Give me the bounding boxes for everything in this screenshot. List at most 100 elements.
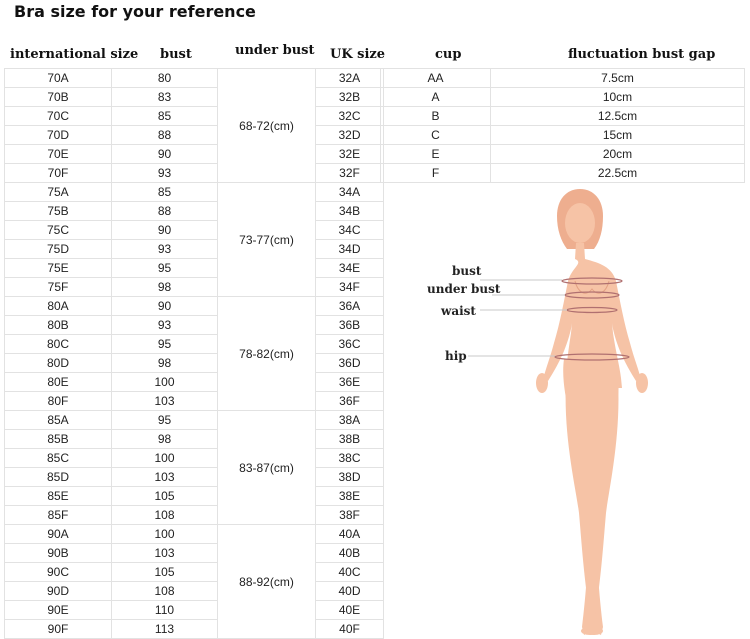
label-under-bust: under bust xyxy=(427,282,501,296)
international-size-cell: 80E xyxy=(4,372,112,392)
bust-cell: 98 xyxy=(111,429,218,449)
bust-gap-cell: 10cm xyxy=(490,87,745,107)
under-bust-cell: 78-82(cm) xyxy=(217,296,316,411)
bust-gap-cell: 20cm xyxy=(490,144,745,164)
table-row: 70F 93 32F xyxy=(4,163,384,183)
international-size-cell: 80B xyxy=(4,315,112,335)
cup-cell: A xyxy=(380,87,491,107)
uk-size-cell: 36C xyxy=(315,334,384,354)
bust-gap-cell: 22.5cm xyxy=(490,163,745,183)
uk-size-cell: 36B xyxy=(315,315,384,335)
header-uk-size: UK size xyxy=(330,47,386,62)
bust-cell: 100 xyxy=(111,524,218,544)
uk-size-cell: 34A xyxy=(315,182,384,202)
international-size-cell: 75B xyxy=(4,201,112,221)
international-size-cell: 70B xyxy=(4,87,112,107)
bust-cell: 93 xyxy=(111,163,218,183)
uk-size-cell: 38B xyxy=(315,429,384,449)
table-row: 70A 80 68-72(cm) 32A xyxy=(4,68,384,183)
international-size-cell: 85A xyxy=(4,410,112,430)
header-under-bust: under bust xyxy=(235,43,315,58)
bust-cell: 105 xyxy=(111,486,218,506)
table-row: 75C 90 34C xyxy=(4,220,384,240)
international-size-cell: 90A xyxy=(4,524,112,544)
table-row: 90C 105 40C xyxy=(4,562,384,582)
uk-size-cell: 34F xyxy=(315,277,384,297)
bust-cell: 103 xyxy=(111,467,218,487)
cup-row: E 20cm xyxy=(380,144,745,164)
bust-gap-cell: 12.5cm xyxy=(490,106,745,126)
uk-size-cell: 32A xyxy=(315,68,384,88)
uk-size-cell: 38E xyxy=(315,486,384,506)
header-cup: cup xyxy=(435,47,462,62)
label-hip: hip xyxy=(445,349,467,363)
table-row: 85E 105 38E xyxy=(4,486,384,506)
uk-size-cell: 40C xyxy=(315,562,384,582)
bust-cell: 105 xyxy=(111,562,218,582)
uk-size-cell: 34C xyxy=(315,220,384,240)
bust-cell: 83 xyxy=(111,87,218,107)
cup-cell: E xyxy=(380,144,491,164)
table-row: 85F 108 38F xyxy=(4,505,384,525)
bust-cell: 100 xyxy=(111,448,218,468)
uk-size-cell: 32F xyxy=(315,163,384,183)
international-size-cell: 85E xyxy=(4,486,112,506)
international-size-cell: 75A xyxy=(4,182,112,202)
uk-size-cell: 32E xyxy=(315,144,384,164)
table-row: 75E 95 34E xyxy=(4,258,384,278)
female-silhouette xyxy=(536,189,648,635)
international-size-cell: 75E xyxy=(4,258,112,278)
bust-cell: 95 xyxy=(111,410,218,430)
international-size-cell: 70C xyxy=(4,106,112,126)
table-row: 70D 88 32D xyxy=(4,125,384,145)
uk-size-cell: 32D xyxy=(315,125,384,145)
cup-cell: AA xyxy=(380,68,491,88)
international-size-cell: 80F xyxy=(4,391,112,411)
under-bust-cell: 73-77(cm) xyxy=(217,182,316,297)
table-row: 85A 95 83-87(cm) 38A xyxy=(4,410,384,525)
under-bust-cell: 83-87(cm) xyxy=(217,410,316,525)
uk-size-cell: 38C xyxy=(315,448,384,468)
international-size-cell: 80D xyxy=(4,353,112,373)
bust-cell: 103 xyxy=(111,543,218,563)
table-row: 75F 98 34F xyxy=(4,277,384,297)
table-row: 90A 100 88-92(cm) 40A xyxy=(4,524,384,639)
bust-cell: 85 xyxy=(111,106,218,126)
uk-size-cell: 36F xyxy=(315,391,384,411)
international-size-cell: 70D xyxy=(4,125,112,145)
bust-cell: 108 xyxy=(111,581,218,601)
international-size-cell: 75F xyxy=(4,277,112,297)
bust-cell: 108 xyxy=(111,505,218,525)
uk-size-cell: 38F xyxy=(315,505,384,525)
international-size-cell: 75C xyxy=(4,220,112,240)
cup-cell: B xyxy=(380,106,491,126)
bust-cell: 98 xyxy=(111,353,218,373)
bust-cell: 90 xyxy=(111,144,218,164)
table-row: 80E 100 36E xyxy=(4,372,384,392)
international-size-cell: 90C xyxy=(4,562,112,582)
uk-size-cell: 40B xyxy=(315,543,384,563)
uk-size-cell: 34B xyxy=(315,201,384,221)
table-row: 80A 90 78-82(cm) 36A xyxy=(4,296,384,411)
bust-cell: 90 xyxy=(111,296,218,316)
bust-cell: 93 xyxy=(111,239,218,259)
international-size-cell: 85D xyxy=(4,467,112,487)
uk-size-cell: 32C xyxy=(315,106,384,126)
table-row: 90E 110 40E xyxy=(4,600,384,620)
uk-size-cell: 40D xyxy=(315,581,384,601)
table-row: 70B 83 32B xyxy=(4,87,384,107)
table-row: 85D 103 38D xyxy=(4,467,384,487)
cup-table: AA 7.5cm A 10cm B 12.5cm C 15cm E 20cm F 22.5cm xyxy=(380,68,745,183)
bust-cell: 98 xyxy=(111,277,218,297)
bust-gap-cell: 7.5cm xyxy=(490,68,745,88)
international-size-cell: 85C xyxy=(4,448,112,468)
cup-row: AA 7.5cm xyxy=(380,68,745,88)
international-size-cell: 70F xyxy=(4,163,112,183)
uk-size-cell: 40A xyxy=(315,524,384,544)
uk-size-cell: 40E xyxy=(315,600,384,620)
uk-size-cell: 34D xyxy=(315,239,384,259)
table-row: 90D 108 40D xyxy=(4,581,384,601)
table-row: 75D 93 34D xyxy=(4,239,384,259)
international-size-cell: 70A xyxy=(4,68,112,88)
label-bust: bust xyxy=(452,264,482,278)
